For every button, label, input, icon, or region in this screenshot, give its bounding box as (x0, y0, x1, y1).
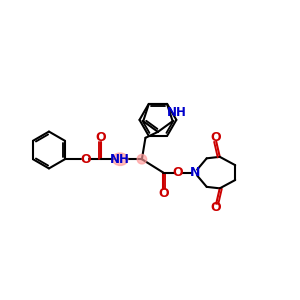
Text: O: O (80, 153, 91, 166)
Text: O: O (173, 166, 184, 179)
Ellipse shape (137, 154, 147, 164)
Text: O: O (158, 187, 169, 200)
Text: O: O (210, 202, 221, 214)
Text: NH: NH (167, 106, 186, 119)
Ellipse shape (112, 153, 128, 166)
Text: N: N (190, 166, 201, 179)
Text: O: O (210, 131, 221, 144)
Text: O: O (96, 131, 106, 144)
Text: NH: NH (110, 153, 130, 166)
